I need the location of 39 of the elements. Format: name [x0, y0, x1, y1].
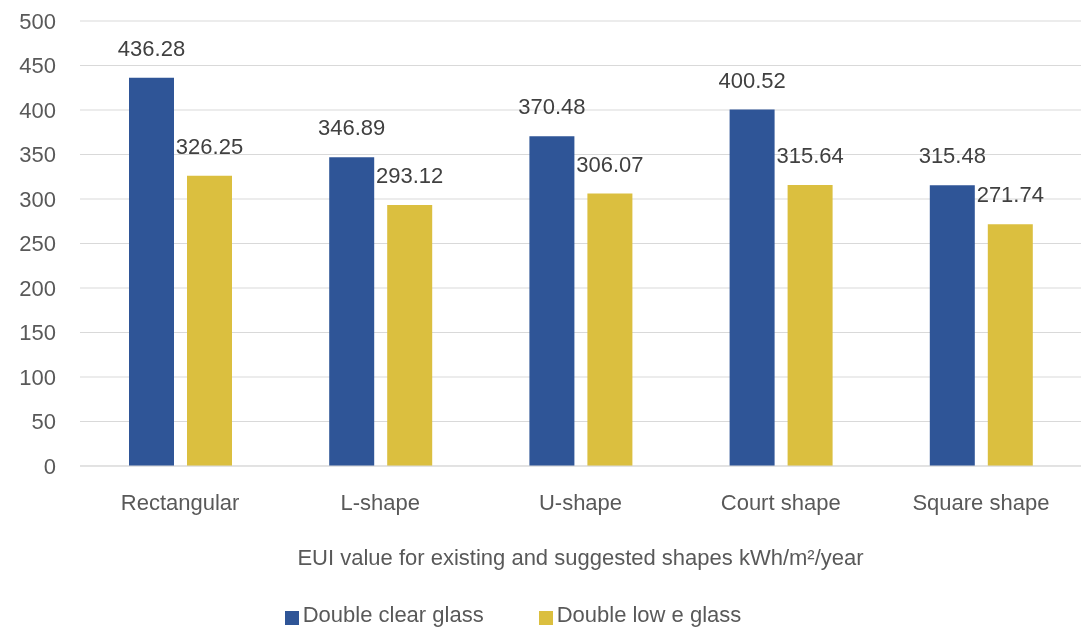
- legend-label: Double clear glass: [302, 602, 484, 627]
- data-label: 400.52: [718, 67, 786, 93]
- data-label: 293.12: [376, 163, 444, 189]
- bar: [129, 77, 174, 466]
- y-tick-label: 100: [19, 364, 56, 390]
- bar: [387, 205, 433, 466]
- data-label: 326.25: [175, 133, 244, 159]
- y-tick-label: 250: [19, 231, 56, 257]
- x-tick-label: L-shape: [340, 489, 421, 515]
- bar: [987, 224, 1033, 466]
- data-label: 315.48: [918, 143, 986, 169]
- y-tick-label: 50: [31, 409, 56, 435]
- bar: [187, 175, 232, 466]
- y-tick-label: 150: [19, 320, 56, 346]
- x-tick-label: Court shape: [720, 489, 841, 515]
- data-label: 306.07: [576, 151, 644, 177]
- y-tick-label: 300: [19, 186, 56, 212]
- bar: [587, 193, 633, 466]
- y-tick-label: 400: [19, 97, 56, 123]
- bar: [329, 157, 375, 466]
- x-tick-label: Square shape: [912, 489, 1050, 515]
- bar: [929, 185, 975, 466]
- x-tick-label: U-shape: [538, 489, 623, 515]
- data-label: 370.48: [518, 94, 586, 120]
- legend-label: Double low e glass: [556, 602, 742, 627]
- bar: [729, 109, 775, 466]
- data-label: 315.64: [776, 143, 844, 169]
- data-label: 346.89: [318, 115, 386, 141]
- y-tick-label: 350: [19, 142, 56, 168]
- data-label: 271.74: [976, 182, 1044, 208]
- x-axis-title: EUI value for existing and suggested shapes kWh/m²/year: [297, 545, 864, 570]
- x-tick-label: Rectangular: [120, 489, 240, 515]
- data-label: 436.28: [117, 35, 186, 61]
- y-tick-label: 200: [19, 275, 56, 301]
- bar: [787, 185, 833, 466]
- y-tick-label: 450: [19, 53, 56, 79]
- y-tick-label: 0: [43, 453, 56, 479]
- bar: [529, 136, 575, 466]
- y-tick-label: 500: [19, 8, 56, 34]
